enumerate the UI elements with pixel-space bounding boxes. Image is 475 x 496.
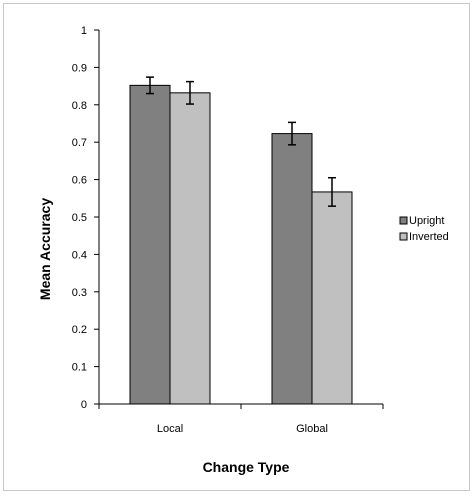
y-tick-label: 0.2 [72, 324, 87, 336]
bar-upright-local [129, 84, 171, 405]
y-tick-label: 0.9 [72, 62, 87, 74]
y-axis-title: Mean Accuracy [37, 198, 53, 300]
y-ticks: 0 0.1 0.2 0.3 0.4 0.5 0.6 0.7 0.8 0.9 1 [72, 25, 99, 411]
y-tick-label: 0.3 [72, 287, 87, 299]
bars-layer [129, 84, 353, 405]
x-tick-label: Global [296, 423, 328, 435]
y-tick-label: 0.5 [72, 212, 87, 224]
legend-box [396, 212, 466, 252]
y-tick-label: 0.7 [72, 137, 87, 149]
y-tick-label: 0.4 [72, 249, 87, 261]
error-bar-upright-local [146, 76, 154, 95]
legend-swatch-inverted [399, 232, 408, 241]
legend: Upright Inverted [396, 212, 466, 252]
chart-frame [3, 3, 470, 491]
y-tick-label: 0.1 [72, 362, 87, 374]
legend-label-upright: Upright [409, 215, 444, 227]
x-ticks: Local Global [98, 404, 384, 435]
legend-swatch-upright [399, 216, 408, 225]
bar-inverted-global [311, 191, 353, 405]
error-bars-layer [146, 76, 336, 207]
error-bar-upright-global [288, 121, 296, 146]
bar-upright-global [271, 133, 313, 405]
y-tick-label: 0 [81, 399, 87, 411]
y-tick-label: 0.6 [72, 175, 87, 187]
bar-inverted-local [169, 92, 211, 405]
x-axis-title: Change Type [203, 459, 290, 475]
error-bar-inverted-global [328, 176, 336, 207]
y-tick-label: 0.8 [72, 100, 87, 112]
y-tick-label: 1 [81, 25, 87, 37]
x-tick-label: Local [157, 423, 183, 435]
error-bar-inverted-local [186, 80, 194, 105]
legend-label-inverted: Inverted [409, 231, 449, 243]
legend-items: Upright Inverted [399, 215, 449, 243]
